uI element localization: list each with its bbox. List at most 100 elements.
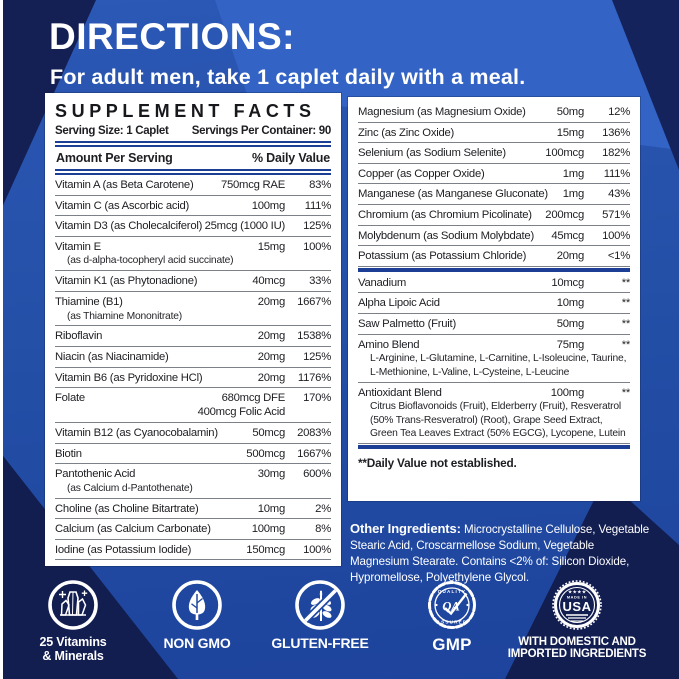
nutrient-amount: 200mcg xyxy=(545,209,584,222)
nutrient-amount: 150mcg xyxy=(246,543,285,556)
table-row: Vanadium 10mcg ** xyxy=(358,273,630,294)
nutrient-amount: 1mg xyxy=(562,188,584,201)
nutrient-name: Chromium (as Chromium Picolinate) xyxy=(358,209,532,222)
nutrient-source-note: (as Calcium d-Pantothenate) xyxy=(67,482,193,494)
nutrient-source-note: (as d-alpha-tocopheryl acid succinate) xyxy=(67,255,234,267)
svg-text:ASSURED: ASSURED xyxy=(437,620,468,625)
nutrient-daily-value: ** xyxy=(621,338,631,351)
table-row: Vitamin A (as Beta Carotene) 750mcg RAE … xyxy=(55,175,331,196)
nutrient-name: Magnesium (as Magnesium Oxide) xyxy=(358,106,526,118)
nutrient-amount: 20mg xyxy=(257,371,286,384)
blend-components: Citrus Bioflavonoids (Fruit), Elderberry… xyxy=(370,401,626,439)
nutrient-name: Amino Blend xyxy=(358,338,420,351)
nutrient-amount: 45mcg xyxy=(551,229,584,242)
quality-assured-icon: QUALITY ASSURED QA xyxy=(428,581,476,629)
nutrient-amount: 50mg xyxy=(556,106,585,118)
nutrient-daily-value: 83% xyxy=(309,179,331,191)
nutrient-daily-value: ** xyxy=(621,318,631,331)
nutrient-daily-value: 170% xyxy=(303,392,331,405)
left-white-edge xyxy=(0,0,3,679)
svg-text:QUALITY: QUALITY xyxy=(438,589,467,594)
nutrient-amount: 20mg xyxy=(257,295,286,308)
amount-header: Amount Per Serving xyxy=(56,151,173,165)
nutrient-name: Riboflavin xyxy=(55,330,103,343)
nutrient-amount: 100mg xyxy=(251,523,286,536)
table-row: Biotin 500mcg 1667% xyxy=(55,444,331,465)
right-rows-minerals: Magnesium (as Magnesium Oxide) 50mg 12% … xyxy=(358,102,630,267)
banner-subtitle: For adult men, take 1 caplet daily with … xyxy=(50,65,526,89)
nutrient-amount: 25mcg (1000 IU) xyxy=(204,220,286,233)
directions-banner: DIRECTIONS: For adult men, take 1 caplet… xyxy=(49,16,525,90)
nutrient-amount: 10mcg xyxy=(551,276,584,289)
nutrient-name: Antioxidant Blend xyxy=(358,386,442,399)
table-row: Vitamin B6 (as Pyridoxine HCl) 20mg 1176… xyxy=(55,368,331,389)
table-row: Choline (as Choline Bitartrate) 10mg 2% xyxy=(55,499,331,520)
nutrient-amount: 40mcg xyxy=(252,275,285,288)
nutrient-daily-value: 100% xyxy=(303,543,331,556)
table-row: Antioxidant Blend 100mg ** Citrus Biofla… xyxy=(358,383,630,444)
nutrient-daily-value: 1176% xyxy=(297,371,331,384)
nutrient-daily-value: 100% xyxy=(602,229,630,242)
nutrient-name: Potassium (as Potassium Chloride) xyxy=(358,250,527,263)
nutrient-amount: 50mg xyxy=(556,318,585,331)
other-ingredients-text: Microcrystalline Cellulose, Vegetable St… xyxy=(350,522,650,584)
nutrient-name: Choline (as Choline Bitartrate) xyxy=(55,502,199,515)
divider xyxy=(55,141,331,147)
badge-gluten-free: GLUTEN-FREE xyxy=(240,579,400,651)
badge-made-in-usa: ★★★★ MADE IN USA WITH DOMESTIC AND IMPOR… xyxy=(497,579,657,661)
nutrient-name: Copper (as Copper Oxide) xyxy=(358,167,485,180)
nutrient-name: Saw Palmetto (Fruit) xyxy=(358,318,456,331)
right-rows-blends: Vanadium 10mcg ** Alpha Lipoic Acid 10mg… xyxy=(358,273,630,444)
nutrient-amount: 10mg xyxy=(556,297,585,310)
table-row: Vitamin D3 (as Cholecalciferol) 25mcg (1… xyxy=(55,216,331,237)
servings-per-container: Servings Per Container: 90 xyxy=(191,125,332,137)
table-row: Iodine (as Potassium Iodide) 150mcg 100% xyxy=(55,540,331,561)
table-row: Pantothenic Acid 30mg 600% (as Calcium d… xyxy=(55,464,331,499)
table-row: Magnesium (as Magnesium Oxide) 50mg 12% xyxy=(358,102,630,123)
nutrient-amount: 100mg xyxy=(550,386,585,399)
divider-thick xyxy=(358,267,630,272)
nutrient-name: Vitamin C (as Ascorbic acid) xyxy=(55,199,190,212)
table-row: Folate 680mcg DFE 400mcg Folic Acid 170% xyxy=(55,388,331,423)
nutrient-amount: 680mcg DFE 400mcg Folic Acid xyxy=(197,392,286,419)
badge-label: 25 Vitamins & Minerals xyxy=(39,635,107,663)
nutrient-name: Zinc (as Zinc Oxide) xyxy=(358,126,455,139)
nutrient-name: Niacin (as Niacinamide) xyxy=(55,351,169,364)
nutrient-daily-value: 571% xyxy=(602,209,630,222)
leaf-icon xyxy=(172,580,222,630)
nutrient-amount: 20mg xyxy=(257,351,286,364)
nutrient-amount: 75mg xyxy=(556,338,585,351)
table-row: Amino Blend 75mg ** L-Arginine, L-Glutam… xyxy=(358,335,630,383)
other-ingredients-label: Other Ingredients: xyxy=(350,520,461,536)
nutrient-daily-value: ** xyxy=(621,276,631,289)
nutrient-name: Molybdenum (as Sodium Molybdate) xyxy=(358,229,534,242)
table-row: Vitamin E 15mg 100% (as d-alpha-tocopher… xyxy=(55,237,331,272)
table-row: Chromium (as Chromium Picolinate) 200mcg… xyxy=(358,205,630,226)
made-in-usa-icon: ★★★★ MADE IN USA xyxy=(552,580,602,630)
table-row: Saw Palmetto (Fruit) 50mg ** xyxy=(358,314,630,335)
table-row: Vitamin C (as Ascorbic acid) 100mg 111% xyxy=(55,196,331,217)
badge-label: NON GMO xyxy=(163,635,231,651)
table-row: Niacin (as Niacinamide) 20mg 125% xyxy=(55,347,331,368)
supplement-facts-title: SUPPLEMENT FACTS xyxy=(55,101,316,121)
table-row: Riboflavin 20mg 1538% xyxy=(55,326,331,348)
nutrient-amount: 15mg xyxy=(556,126,585,139)
nutrient-source-note: (as Thiamine Mononitrate) xyxy=(67,310,182,322)
table-row: Manganese (as Manganese Gluconate) 1mg 4… xyxy=(358,184,630,206)
nutrient-amount: 100mcg xyxy=(545,147,584,160)
nutrient-name: Vanadium xyxy=(358,276,407,289)
nutrient-daily-value: 1538% xyxy=(297,330,331,343)
serving-size: Serving Size: 1 Caplet xyxy=(55,125,169,137)
column-headers: Amount Per Serving % Daily Value xyxy=(55,147,331,169)
nutrient-name: Iodine (as Potassium Iodide) xyxy=(55,543,192,556)
nutrient-daily-value: 600% xyxy=(303,468,331,481)
table-row: Potassium (as Potassium Chloride) 20mg <… xyxy=(358,246,630,267)
divider-thick xyxy=(358,444,630,449)
dv-header: % Daily Value xyxy=(252,151,330,165)
table-row: Vitamin B12 (as Cyanocobalamin) 50mcg 20… xyxy=(55,423,331,444)
supplement-facts-panel-left: SUPPLEMENT FACTS Serving Size: 1 Caplet … xyxy=(45,93,341,566)
svg-text:★★★★: ★★★★ xyxy=(568,590,587,596)
svg-text:USA: USA xyxy=(563,599,592,614)
nutrient-amount: 500mcg xyxy=(246,447,285,460)
nutrient-daily-value: 111% xyxy=(603,167,630,180)
